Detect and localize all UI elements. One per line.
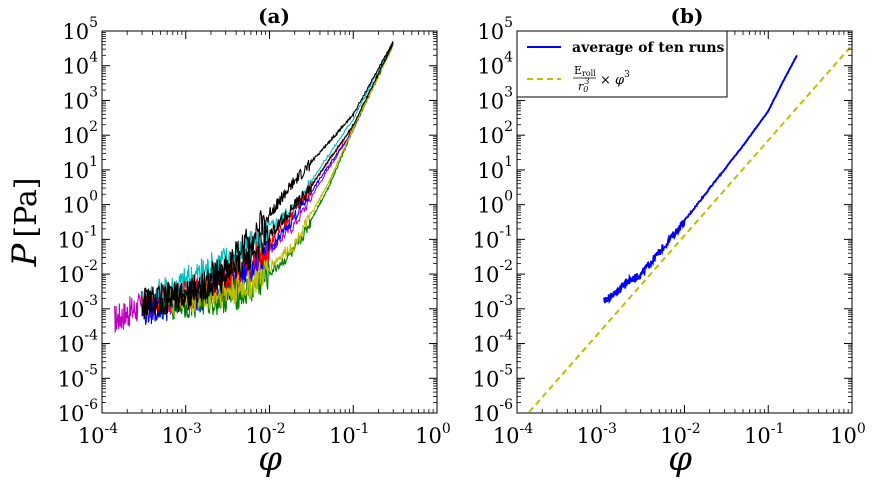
x-tick-label: 100: [415, 421, 451, 448]
y-tick-label: 10-6: [58, 397, 98, 426]
panel-b-y-tick-labels: 10-6 10-5 10-4 10-3 10-2 10-1 100 101 102 103 104 1…: [473, 15, 513, 426]
y-tick-label: 103: [477, 84, 513, 113]
y-tick-label: 10-4: [58, 328, 98, 357]
y-tick-label: 10-3: [473, 293, 513, 322]
panel-a-x-axis-label: φ: [258, 439, 282, 479]
y-tick-label: 102: [62, 119, 98, 148]
fit-denominator: r03: [578, 77, 589, 94]
panel-a-ticks: [101, 30, 438, 414]
y-tick-label: 104: [477, 50, 513, 79]
y-tick-label: 101: [62, 154, 98, 183]
y-tick-label: 10-1: [58, 223, 98, 252]
y-tick-label: 105: [477, 15, 513, 44]
fit-numerator: Eroll: [574, 64, 596, 78]
x-tick-label: 10-1: [329, 421, 369, 448]
panel-a-frame: [101, 30, 438, 414]
fit-times-phi: × φ3: [600, 70, 630, 88]
y-tick-label: 10-5: [58, 362, 98, 391]
panel-b: (b) 10-4 10-3 10-2 10-1 100 10-6 10-5 10-4 10-3…: [473, 4, 866, 479]
y-tick-label: 105: [62, 15, 98, 44]
panel-a-title: (a): [258, 4, 290, 28]
series-line: [141, 41, 394, 316]
x-tick-label: 10-2: [245, 421, 285, 448]
legend: average of ten runs Eroll r03 × φ3: [516, 30, 728, 98]
y-tick-label: 10-2: [58, 258, 98, 287]
panel-a-series: [113, 41, 394, 333]
x-tick-label: 10-1: [744, 421, 784, 448]
y-tick-label: 10-2: [473, 258, 513, 287]
y-tick-label: 10-4: [473, 328, 513, 357]
y-tick-label: 10-6: [473, 397, 513, 426]
panel-b-x-tick-labels: 10-4 10-3 10-2 10-1 100: [493, 421, 866, 448]
y-tick-label: 104: [62, 50, 98, 79]
series-line: [141, 42, 394, 320]
y-tick-label: 100: [477, 189, 513, 218]
panel-a: (a) 10-4 10-3 10-2 10-1 100 10-6 10-5 10-4 10-3…: [5, 4, 451, 479]
y-tick-label: 10-3: [58, 293, 98, 322]
legend-label-fit: Eroll r03 × φ3: [573, 64, 630, 94]
x-tick-label: 10-2: [660, 421, 700, 448]
x-tick-label: 10-4: [493, 421, 533, 448]
panel-b-series: [528, 44, 852, 413]
panel-a-y-tick-labels: 10-6 10-5 10-4 10-3 10-2 10-1 100 101 102 103 104 1…: [58, 15, 98, 426]
series-line: [528, 44, 852, 413]
legend-label-average: average of ten runs: [572, 40, 725, 56]
y-tick-label: 100: [62, 189, 98, 218]
y-label-unit: [Pa]: [9, 177, 44, 237]
panel-b-ticks: [516, 30, 853, 414]
panel-b-title: (b): [671, 4, 704, 28]
y-tick-label: 103: [62, 84, 98, 113]
legend-box: [516, 30, 728, 98]
y-label-symbol: P: [5, 243, 45, 268]
series-group: [113, 41, 394, 333]
panel-a-x-tick-labels: 10-4 10-3 10-2 10-1 100: [78, 421, 451, 448]
panel-a-y-axis-label: P [Pa]: [5, 177, 45, 267]
panel-b-x-axis-label: φ: [668, 439, 692, 479]
x-tick-label: 100: [830, 421, 866, 448]
x-tick-label: 10-3: [577, 421, 617, 448]
y-tick-label: 102: [477, 119, 513, 148]
y-tick-label: 101: [477, 154, 513, 183]
x-tick-label: 10-3: [162, 421, 202, 448]
y-tick-label: 10-5: [473, 362, 513, 391]
y-tick-label: 10-1: [473, 223, 513, 252]
series-line: [603, 54, 798, 305]
x-tick-label: 10-4: [78, 421, 118, 448]
series-group: [528, 44, 852, 413]
